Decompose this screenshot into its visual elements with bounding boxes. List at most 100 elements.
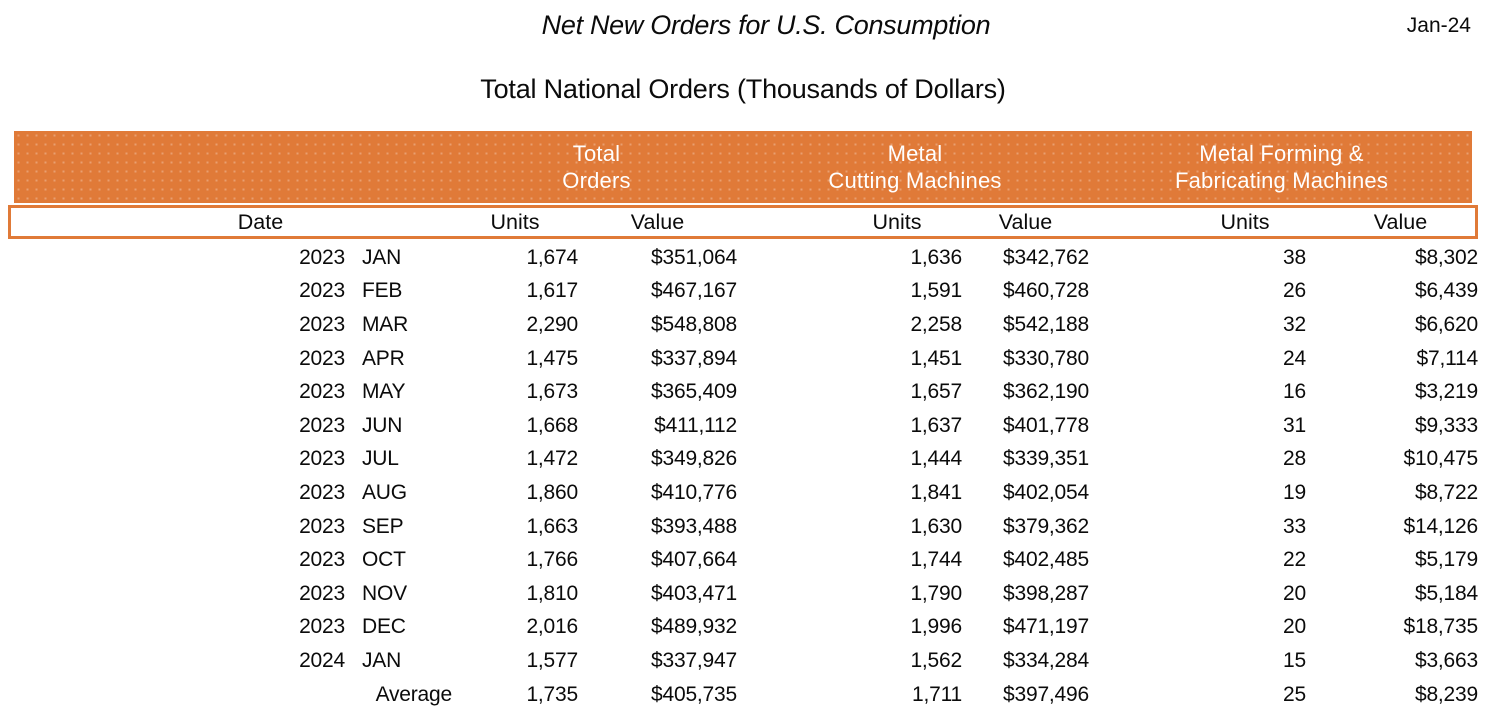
cell-total-value: $365,409 xyxy=(651,380,737,404)
cell-mff-value: $5,184 xyxy=(1414,581,1478,605)
column-header-mff-value: Value xyxy=(1373,209,1428,234)
cell-mc-units: 1,562 xyxy=(910,648,962,672)
cell-avg-total-value: $405,735 xyxy=(651,682,737,706)
date-year: 2023 xyxy=(299,279,345,303)
cell-mff-value: $9,333 xyxy=(1414,413,1478,437)
group-header-metal-cutting: Metal Cutting Machines xyxy=(739,131,1091,203)
date-month: DEC xyxy=(362,615,406,639)
cell-total-units: 1,663 xyxy=(526,514,578,538)
date-cell: 2023 OCT xyxy=(8,548,452,572)
table-row: 2023 MAR 2,290 $548,808 2,258 $542,188 3… xyxy=(8,308,1478,342)
cell-mc-value: $334,284 xyxy=(1003,648,1089,672)
cell-total-value: $548,808 xyxy=(651,312,737,336)
cell-mff-units: 32 xyxy=(1283,312,1306,336)
cell-total-value: $349,826 xyxy=(651,447,737,471)
average-label: Average xyxy=(375,682,453,706)
cell-mff-units: 38 xyxy=(1283,245,1306,269)
cell-total-units: 1,577 xyxy=(526,648,578,672)
column-header-mc-value: Value xyxy=(998,209,1053,234)
cell-mc-value: $362,190 xyxy=(1003,380,1089,404)
cell-mc-value: $471,197 xyxy=(1003,615,1089,639)
cell-mc-value: $402,054 xyxy=(1003,480,1089,504)
cell-mc-value: $379,362 xyxy=(1003,514,1089,538)
cell-mff-units: 31 xyxy=(1283,413,1306,437)
cell-mc-value: $542,188 xyxy=(1003,312,1089,336)
cell-mc-value: $330,780 xyxy=(1003,346,1089,370)
cell-mc-value: $401,778 xyxy=(1003,413,1089,437)
group-header-line: Metal Forming & xyxy=(1199,141,1364,166)
cell-mc-units: 1,444 xyxy=(910,447,962,471)
date-year: 2023 xyxy=(299,245,345,269)
cell-mc-units: 1,591 xyxy=(910,279,962,303)
cell-mff-value: $18,735 xyxy=(1403,615,1478,639)
date-year: 2023 xyxy=(299,615,345,639)
cell-mff-units: 24 xyxy=(1283,346,1306,370)
cell-mff-value: $10,475 xyxy=(1403,447,1478,471)
table-row: 2023 JUN 1,668 $411,112 1,637 $401,778 3… xyxy=(8,409,1478,443)
cell-mff-units: 15 xyxy=(1283,648,1306,672)
cell-mc-units: 1,657 xyxy=(910,380,962,404)
cell-mc-units: 1,451 xyxy=(910,346,962,370)
page-subtitle: Total National Orders (Thousands of Doll… xyxy=(480,74,1006,104)
date-month: JAN xyxy=(362,245,402,269)
cell-mc-units: 1,841 xyxy=(910,480,962,504)
date-month: JUN xyxy=(362,413,403,437)
date-month: APR xyxy=(362,346,405,370)
cell-total-units: 1,472 xyxy=(526,447,578,471)
report-date-label: Jan-24 xyxy=(1406,14,1471,37)
cell-total-units: 1,668 xyxy=(526,413,578,437)
date-year: 2023 xyxy=(299,312,345,336)
cell-mc-value: $342,762 xyxy=(1003,245,1089,269)
cell-total-value: $393,488 xyxy=(651,514,737,538)
cell-avg-mff-units: 25 xyxy=(1283,682,1306,706)
date-month: MAR xyxy=(362,312,409,336)
orders-table: Total Orders Metal Cutting Machines Meta… xyxy=(8,131,1478,711)
date-year: 2023 xyxy=(299,480,345,504)
cell-mc-units: 1,790 xyxy=(910,581,962,605)
cell-mff-units: 22 xyxy=(1283,548,1306,572)
cell-total-value: $407,664 xyxy=(651,548,737,572)
cell-total-units: 1,766 xyxy=(526,548,578,572)
cell-total-units: 2,290 xyxy=(526,312,578,336)
date-year: 2023 xyxy=(299,548,345,572)
table-row: 2023 DEC 2,016 $489,932 1,996 $471,197 2… xyxy=(8,611,1478,645)
group-header-total-orders: Total Orders xyxy=(454,131,739,203)
table-row: 2023 SEP 1,663 $393,488 1,630 $379,362 3… xyxy=(8,510,1478,544)
table-row: 2023 OCT 1,766 $407,664 1,744 $402,485 2… xyxy=(8,543,1478,577)
cell-mff-value: $7,114 xyxy=(1416,346,1479,370)
cell-mff-value: $6,620 xyxy=(1414,312,1478,336)
group-header-line: Cutting Machines xyxy=(828,168,1002,193)
date-cell: 2023 NOV xyxy=(8,582,452,606)
date-year: 2023 xyxy=(299,380,345,404)
cell-mff-units: 20 xyxy=(1283,581,1306,605)
cell-mc-value: $398,287 xyxy=(1003,581,1089,605)
cell-mc-units: 1,996 xyxy=(910,615,962,639)
cell-mff-value: $14,126 xyxy=(1403,514,1478,538)
column-header-total-value: Value xyxy=(630,209,685,234)
date-year: 2023 xyxy=(299,581,345,605)
date-cell: 2023 MAY xyxy=(8,380,452,404)
column-header-mff-units: Units xyxy=(1220,209,1270,234)
cell-total-units: 1,674 xyxy=(526,245,578,269)
cell-mff-units: 19 xyxy=(1283,480,1306,504)
cell-avg-mff-value: $8,239 xyxy=(1414,682,1478,706)
group-header-line: Orders xyxy=(562,168,631,193)
group-header-spacer xyxy=(14,131,454,203)
cell-mff-value: $8,302 xyxy=(1414,245,1478,269)
cell-mc-value: $402,485 xyxy=(1003,548,1089,572)
group-header-metal-forming: Metal Forming & Fabricating Machines xyxy=(1091,131,1472,203)
cell-total-units: 1,475 xyxy=(526,346,578,370)
column-header-mc-units: Units xyxy=(872,209,922,234)
cell-total-value: $351,064 xyxy=(651,245,737,269)
cell-mc-value: $339,351 xyxy=(1003,447,1089,471)
cell-total-units: 1,810 xyxy=(526,581,578,605)
date-month: NOV xyxy=(362,581,407,605)
date-cell: 2023 MAR xyxy=(8,313,452,337)
table-row: 2024 JAN 1,577 $337,947 1,562 $334,284 1… xyxy=(8,644,1478,678)
cell-avg-mc-value: $397,496 xyxy=(1003,682,1089,706)
date-month: MAY xyxy=(362,380,406,404)
cell-mff-units: 20 xyxy=(1283,615,1306,639)
cell-avg-mc-units: 1,711 xyxy=(912,682,962,706)
table-row: 2023 MAY 1,673 $365,409 1,657 $362,190 1… xyxy=(8,375,1478,409)
date-year: 2023 xyxy=(299,514,345,538)
